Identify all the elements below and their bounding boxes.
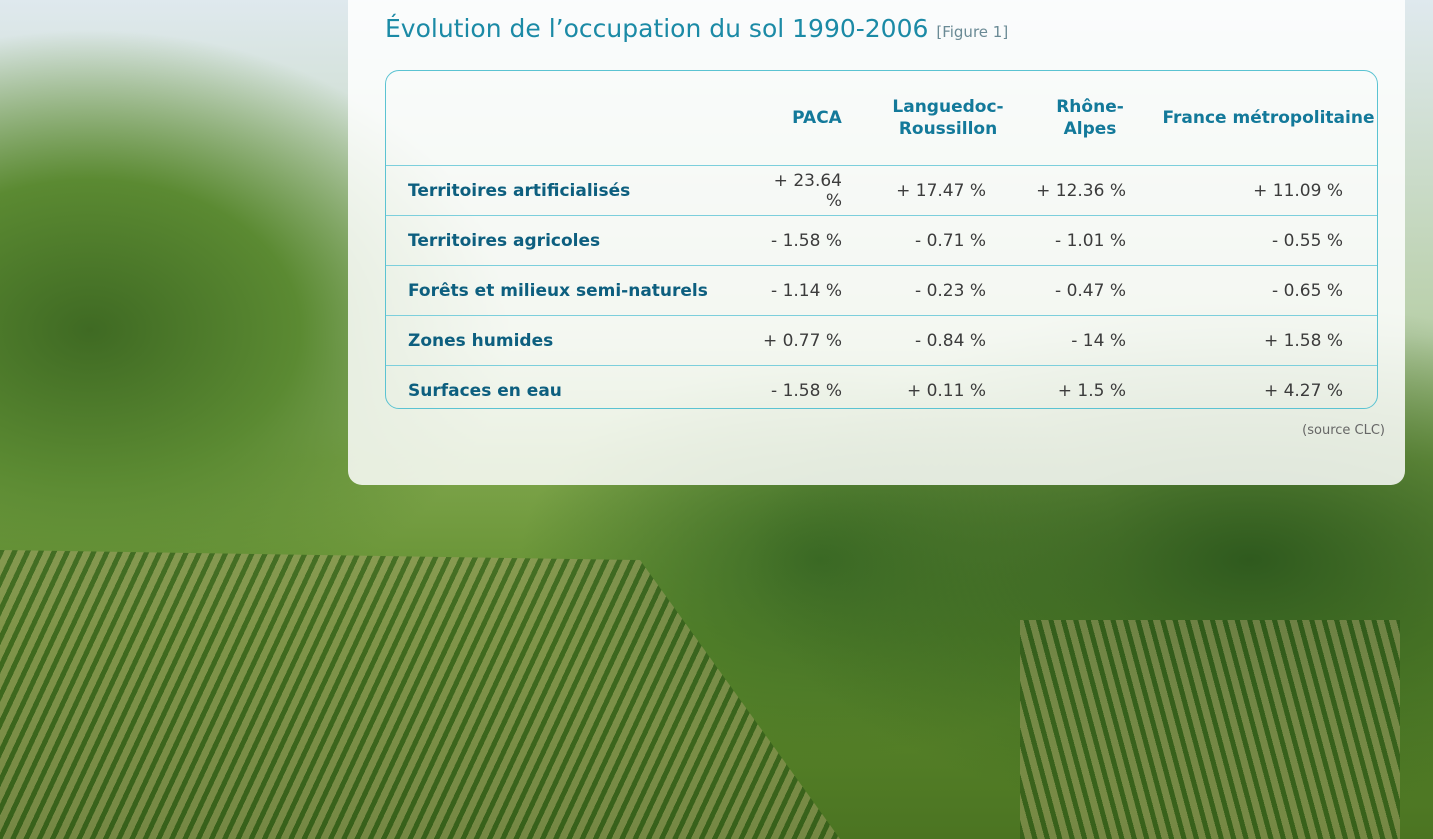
- column-header: PACA: [758, 71, 876, 166]
- row-label: Territoires artificialisés: [386, 166, 758, 216]
- column-header: France métropolitaine: [1160, 71, 1377, 166]
- cell: - 0.55 %: [1160, 216, 1377, 266]
- corner: [386, 71, 758, 166]
- table-row: Territoires artificialisés+ 23.64 %+ 17.…: [386, 166, 1377, 216]
- cell: - 1.58 %: [758, 216, 876, 266]
- column-header: Languedoc-Roussillon: [876, 71, 1020, 166]
- table-row: Zones humides+ 0.77 %- 0.84 %- 14 %+ 1.5…: [386, 316, 1377, 366]
- cell: + 0.11 %: [876, 366, 1020, 410]
- table-row: Forêts et milieux semi-naturels- 1.14 %-…: [386, 266, 1377, 316]
- cell: + 17.47 %: [876, 166, 1020, 216]
- row-label: Zones humides: [386, 316, 758, 366]
- figure-ref: [Figure 1]: [936, 23, 1008, 41]
- cell: + 0.77 %: [758, 316, 876, 366]
- table-row: Surfaces en eau- 1.58 %+ 0.11 %+ 1.5 %+ …: [386, 366, 1377, 410]
- cell: + 1.58 %: [1160, 316, 1377, 366]
- cell: - 1.01 %: [1020, 216, 1160, 266]
- cell: - 0.23 %: [876, 266, 1020, 316]
- cell: + 4.27 %: [1160, 366, 1377, 410]
- cell: - 0.71 %: [876, 216, 1020, 266]
- title: Évolution de l’occupation du sol 1990-20…: [385, 14, 1008, 43]
- cell: + 12.36 %: [1020, 166, 1160, 216]
- cell: - 1.14 %: [758, 266, 876, 316]
- page: Évolution de l’occupation du sol 1990-20…: [0, 0, 1433, 839]
- table-body: Territoires artificialisés+ 23.64 %+ 17.…: [386, 166, 1377, 410]
- cell: - 0.65 %: [1160, 266, 1377, 316]
- row-label: Forêts et milieux semi-naturels: [386, 266, 758, 316]
- cell: + 1.5 %: [1020, 366, 1160, 410]
- cell: - 14 %: [1020, 316, 1160, 366]
- cell: - 0.47 %: [1020, 266, 1160, 316]
- column-header: Rhône-Alpes: [1020, 71, 1160, 166]
- cell: - 0.84 %: [876, 316, 1020, 366]
- source: (source CLC): [1302, 423, 1385, 438]
- cell: + 23.64 %: [758, 166, 876, 216]
- cell: - 1.58 %: [758, 366, 876, 410]
- row-label: Surfaces en eau: [386, 366, 758, 410]
- vineyard: [1020, 620, 1400, 839]
- row-label: Territoires agricoles: [386, 216, 758, 266]
- title-text: Évolution de l’occupation du sol 1990-20…: [385, 14, 928, 43]
- cell: + 11.09 %: [1160, 166, 1377, 216]
- table-row: Territoires agricoles- 1.58 %- 0.71 %- 1…: [386, 216, 1377, 266]
